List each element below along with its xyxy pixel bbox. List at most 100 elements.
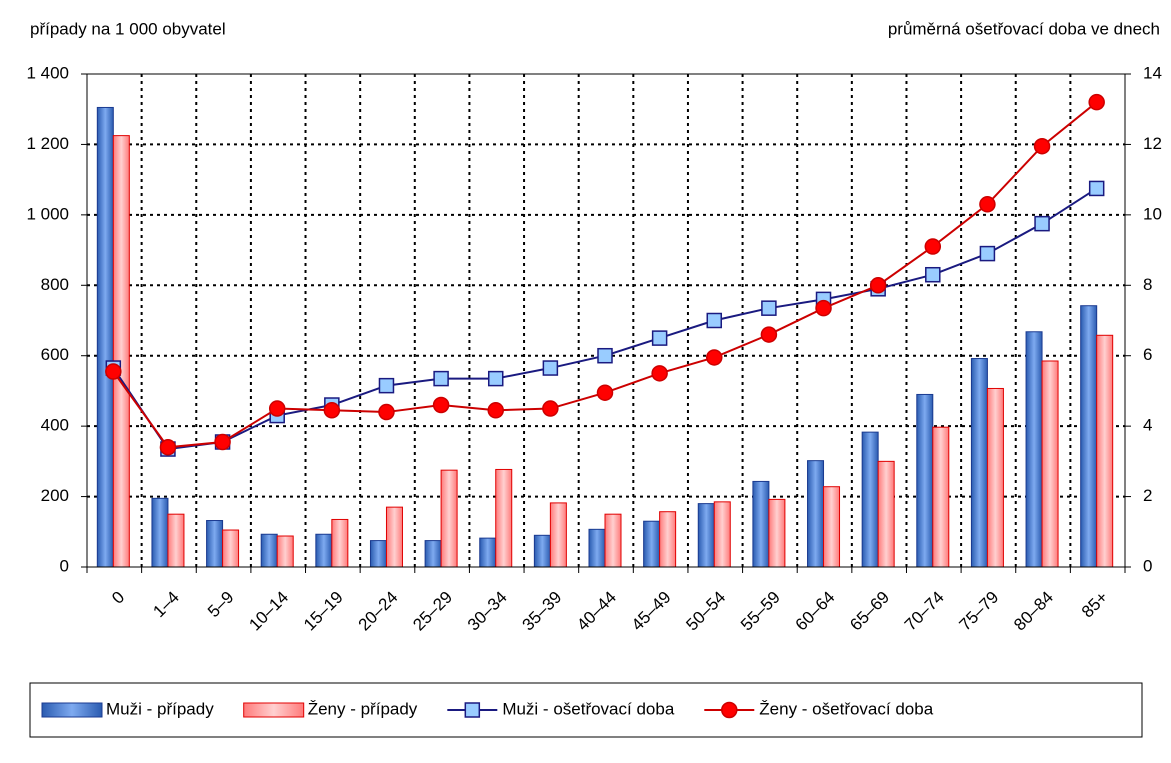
x-tick-label: 55–59	[737, 588, 784, 635]
y2-tick-label: 0	[1143, 556, 1152, 575]
bar	[916, 393, 934, 568]
marker	[706, 312, 723, 329]
x-tick-label: 80–84	[1010, 588, 1057, 635]
bar	[659, 511, 677, 568]
y-tick-label: 1 200	[26, 134, 69, 153]
x-tick-label: 0	[108, 588, 128, 608]
bar	[604, 513, 622, 568]
bar	[479, 537, 497, 568]
x-tick-label: 45–49	[628, 588, 675, 635]
marker	[464, 702, 481, 718]
y-tick-label: 200	[41, 486, 69, 505]
x-tick-label: 40–44	[573, 588, 620, 635]
x-tick-label: 60–64	[792, 588, 839, 635]
bar	[96, 106, 114, 568]
legend-swatch	[41, 702, 103, 718]
x-tick-label: 85+	[1078, 588, 1112, 622]
bar	[222, 529, 240, 568]
marker	[214, 433, 231, 451]
marker	[542, 400, 559, 417]
marker	[815, 299, 832, 317]
bar	[424, 540, 442, 568]
bar	[1080, 305, 1098, 568]
y-tick-label: 0	[60, 556, 69, 575]
bar	[932, 426, 950, 568]
x-tick-label: 1–4	[149, 588, 182, 621]
x-tick-label: 5–9	[204, 588, 237, 621]
legend-box	[29, 682, 1143, 738]
y2-tick-label: 14	[1143, 63, 1162, 82]
marker	[979, 196, 996, 213]
y2-tick-label: 10	[1143, 204, 1162, 223]
marker	[433, 370, 449, 387]
marker	[378, 403, 395, 421]
marker	[105, 363, 122, 380]
bar	[331, 518, 349, 568]
bar	[533, 534, 551, 568]
marker	[542, 360, 559, 376]
marker	[378, 377, 395, 394]
bar	[588, 528, 606, 568]
marker	[597, 347, 613, 364]
marker	[159, 439, 177, 456]
x-tick-label: 70–74	[901, 588, 948, 635]
bar	[768, 498, 786, 568]
marker	[596, 384, 614, 401]
marker	[706, 349, 723, 366]
marker	[651, 330, 668, 346]
bar	[1096, 334, 1114, 568]
bar	[260, 533, 278, 568]
marker	[1034, 215, 1050, 232]
marker	[979, 245, 996, 262]
marker	[761, 300, 777, 316]
bar	[697, 503, 715, 568]
line	[112, 187, 1098, 451]
x-tick-label: 35–39	[518, 588, 565, 635]
marker	[1088, 93, 1105, 111]
bar	[861, 431, 879, 568]
bar	[369, 540, 387, 568]
legend-label: Muži - ošetřovací doba	[502, 699, 675, 718]
x-tick-label: 75–79	[956, 588, 1003, 635]
bar	[713, 501, 731, 568]
y2-tick-label: 6	[1143, 345, 1152, 364]
x-tick-label: 10–14	[245, 588, 292, 635]
marker	[760, 326, 778, 343]
y2-tick-label: 4	[1143, 416, 1152, 435]
x-tick-label: 20–24	[355, 588, 402, 635]
legend-label: Ženy - případy	[308, 699, 418, 718]
bar	[970, 358, 988, 568]
bar	[276, 535, 294, 568]
bar	[643, 520, 661, 568]
bar	[151, 497, 169, 568]
y-tick-label: 800	[41, 275, 69, 294]
bar	[385, 506, 403, 568]
marker	[721, 701, 738, 719]
legend-swatch	[243, 702, 305, 718]
y-tick-label: 400	[41, 416, 69, 435]
x-tick-label: 30–34	[464, 588, 511, 635]
x-tick-label: 50–54	[682, 588, 729, 635]
marker	[1033, 137, 1051, 155]
marker	[924, 238, 942, 255]
bar	[495, 468, 513, 568]
bar	[315, 533, 333, 568]
bar	[752, 480, 770, 568]
x-tick-label: 15–19	[300, 588, 347, 635]
marker	[487, 370, 504, 387]
y2-axis-label: průměrná ošetřovací doba ve dnech	[888, 19, 1160, 38]
bar	[877, 460, 895, 568]
y2-tick-label: 2	[1143, 486, 1152, 505]
y-tick-label: 1 000	[26, 204, 69, 223]
marker	[925, 266, 941, 283]
bar	[549, 502, 567, 568]
marker	[268, 400, 286, 417]
y-tick-label: 1 400	[26, 63, 69, 82]
y-tick-label: 600	[41, 345, 69, 364]
bar	[167, 513, 185, 568]
x-tick-label: 65–69	[846, 588, 893, 635]
bar	[823, 486, 841, 568]
legend-label: Ženy - ošetřovací doba	[759, 699, 933, 718]
bar	[206, 520, 224, 568]
